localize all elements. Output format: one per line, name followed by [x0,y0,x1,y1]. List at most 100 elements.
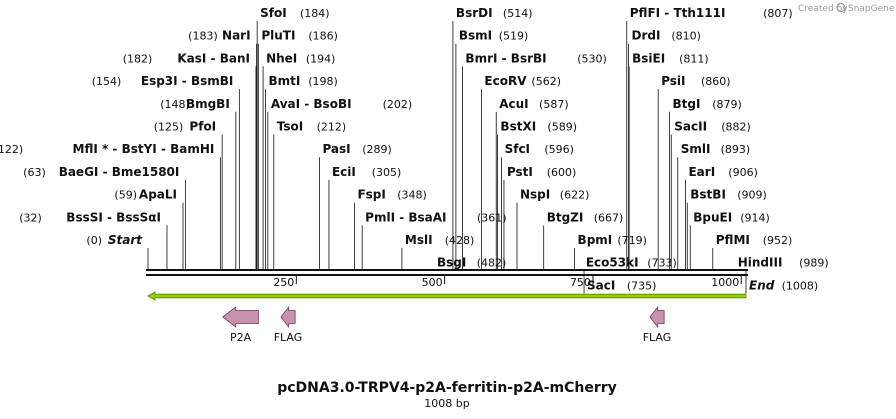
site-eari[interactable]: EarI (906) [685,165,758,270]
site-btgi-name: BtgI [672,97,700,111]
site-nspi-name: NspI [520,188,550,202]
site-end-position: (1008) [782,279,819,292]
site-acui[interactable]: AcuI (587) [495,97,569,270]
map-subtitle: 1008 bp [424,397,469,410]
site-bsssi[interactable]: BssSI - BssSαI (32) [19,210,168,270]
site-saci[interactable]: SacI (735) [583,270,656,294]
site-drdi[interactable]: DrdI (810) [628,29,701,270]
site-btgzi[interactable]: BtgZI (667) [543,210,624,270]
site-smli[interactable]: SmlI (893) [677,142,750,270]
site-nari-position: (183) [188,30,218,43]
site-pfoi[interactable]: PfoI (125) [154,120,223,271]
site-ecii-name: EciI [332,165,356,179]
site-saci-name: SacI [587,278,615,292]
site-bstbi[interactable]: BstBI (909) [686,188,767,270]
site-pflmi-position: (952) [763,234,793,247]
site-sacii[interactable]: SacII (882) [670,120,751,271]
site-bmti-position: (198) [308,75,338,88]
site-bsgi[interactable]: BsgI (482) [433,256,506,271]
site-kasi-name: KasI - BanI [177,51,250,65]
site-psii[interactable]: PsiI (860) [657,74,731,270]
site-bsrdi-position: (514) [503,7,533,20]
site-nhei[interactable]: NheI (194) [262,51,336,270]
site-btgzi-position: (667) [594,211,624,224]
site-hindiii[interactable]: HindIII (989) [734,256,829,271]
site-nspi[interactable]: NspI (622) [516,188,590,270]
site-end[interactable]: End (1008) [745,270,819,294]
site-baegi-position: (63) [23,166,46,179]
site-bpuei[interactable]: BpuEI (914) [689,210,770,270]
site-esp3i[interactable]: Esp3I - BsmBI (154) [92,74,240,270]
site-btgi[interactable]: BtgI (879) [669,97,742,270]
site-ecii-position: (305) [372,166,402,179]
site-bslei-position: (811) [679,52,709,65]
site-esp3i-position: (154) [92,75,122,88]
site-avai-position: (202) [383,98,413,111]
site-bmgbi[interactable]: BmgBI(148) [160,97,237,270]
site-pflfi[interactable]: PflFI - Tth111I (807) [626,6,793,270]
site-bsmi-name: BsmI [459,29,492,43]
site-bsmi[interactable]: BsmI (519) [455,29,528,270]
site-pasi[interactable]: PasI (289) [319,142,392,270]
site-acui-name: AcuI [499,97,528,111]
axis-tick-label: 500 [422,276,443,289]
feature-flag1[interactable]: FLAG [274,305,303,344]
site-bpmi[interactable]: BpmI (719) [574,233,647,270]
site-drdi-position: (810) [671,30,701,43]
site-baegi[interactable]: BaeGI - Bme1580I (63) [23,165,186,270]
site-bpuei-name: BpuEI [693,210,732,224]
site-bsgi-name: BsgI [437,256,466,270]
site-psti[interactable]: PstI (600) [503,165,577,270]
site-drdi-name: DrdI [632,29,661,43]
site-pflmi[interactable]: PflMI (952) [712,233,793,270]
site-fspi[interactable]: FspI (348) [354,188,427,270]
site-pfoi-name: PfoI [189,120,216,134]
site-sfci[interactable]: SfcI (596) [501,142,574,270]
site-bpuei-position: (914) [740,211,770,224]
site-nari-name: NarI [222,29,251,43]
site-esp3i-name: Esp3I - BsmBI [141,74,233,88]
site-pluti[interactable]: PluTI (186) [257,29,338,270]
site-acui-position: (587) [539,98,569,111]
site-bsssi-position: (32) [19,211,42,224]
orf-arrow[interactable] [147,291,747,301]
site-nari[interactable]: NarI (183) [188,29,257,270]
site-psti-position: (600) [547,166,577,179]
site-ecii[interactable]: EciI (305) [328,165,402,270]
site-pmli[interactable]: PmlI - BsaAI (361) [361,210,507,270]
site-psii-position: (860) [701,75,731,88]
site-nspi-position: (622) [560,189,590,202]
site-apali-position: (59) [114,189,137,202]
site-fspi-position: (348) [397,189,427,202]
feature-flag1-label: FLAG [274,331,303,344]
site-sfoi[interactable]: SfoI (184) [256,6,330,270]
site-pflfi-name: PflFI - Tth111I [630,6,726,20]
site-mfli[interactable]: MflI * - BstYI - BamHI (122) [0,142,221,270]
site-start[interactable]: Start (0) [86,233,149,270]
site-msli[interactable]: MslI (428) [401,233,474,270]
site-eco53ki[interactable]: Eco53kI (733) [582,256,677,271]
site-bmti[interactable]: BmtI (198) [265,74,338,270]
feature-p2a[interactable]: P2A [222,306,259,344]
feature-flag2-label: FLAG [643,331,672,344]
feature-p2a-label: P2A [230,331,252,344]
site-kasi[interactable]: KasI - BanI (182) [123,51,257,270]
site-avai[interactable]: AvaI - BsoBI (202) [267,97,413,270]
site-apali[interactable]: ApaLI(59) [114,188,184,270]
site-smli-name: SmlI [681,142,711,156]
sequence-backbone [146,269,748,276]
site-nhei-position: (194) [306,52,336,65]
site-tsoi[interactable]: TsoI (212) [273,120,346,271]
site-bslei[interactable]: BsiEI (811) [628,51,709,270]
site-bstxi[interactable]: BstXI (589) [497,120,577,271]
site-pmli-position: (361) [477,211,507,224]
site-bmri[interactable]: BmrI - BsrBI (530) [462,51,607,270]
feature-flag2[interactable]: FLAG [643,305,672,344]
restriction-sites: Start(0)BssSI - BssSαI(32)ApaLI(59)BaeGI… [0,6,829,294]
orf-track[interactable] [147,291,747,301]
site-tsoi-name: TsoI [277,120,303,134]
site-ecorv[interactable]: EcoRV (562) [481,74,561,270]
site-bsrdi[interactable]: BsrDI (514) [452,6,533,270]
feature-flag1-arrow [280,305,296,329]
site-kasi-position: (182) [123,52,153,65]
